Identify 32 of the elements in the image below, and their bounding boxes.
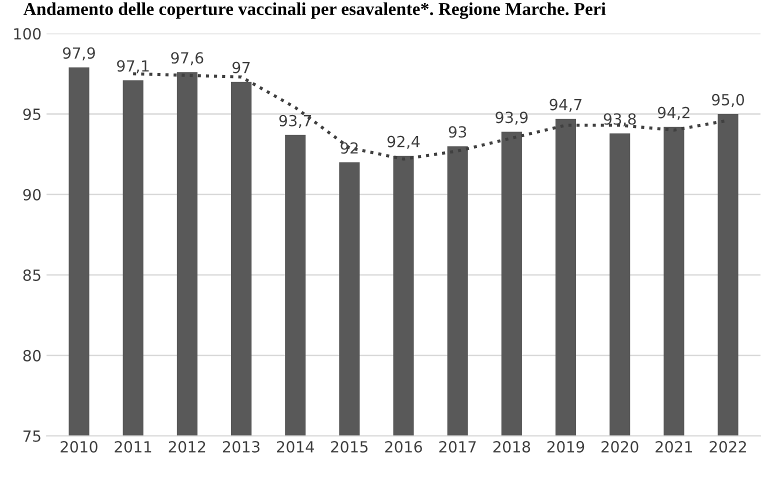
x-tick-label: 2015 <box>331 441 368 453</box>
x-tick-label: 2014 <box>277 441 314 453</box>
x-tick-label: 2020 <box>602 441 638 453</box>
data-label: 93,8 <box>604 113 636 126</box>
data-label: 93,7 <box>279 114 312 128</box>
x-tick-label: 2013 <box>222 441 260 453</box>
data-label: 92,4 <box>387 136 420 149</box>
y-tick-label: 100 <box>14 28 41 40</box>
x-tick-label: 2012 <box>168 441 206 453</box>
data-label: 97,1 <box>117 60 149 74</box>
data-label: 95,0 <box>712 94 744 108</box>
x-tick-label: 2018 <box>493 441 530 453</box>
x-tick-label: 2011 <box>114 441 152 453</box>
y-tick-label: 95 <box>23 108 40 120</box>
chart-title: Andamento delle coperture vaccinali per esavalente*. Regione Marche. Peri <box>23 2 606 19</box>
x-tick-label: 2016 <box>385 441 422 453</box>
x-tick-label: 2022 <box>710 441 746 453</box>
x-tick-label: 2019 <box>547 441 584 453</box>
x-tick-label: 2010 <box>60 441 98 453</box>
x-tick-label: 2021 <box>656 441 692 453</box>
y-tick-label: 85 <box>23 269 40 281</box>
data-label: 93 <box>448 126 466 138</box>
data-label: 94,2 <box>658 106 690 120</box>
data-label: 94,7 <box>550 98 582 112</box>
data-label: 97 <box>232 62 250 74</box>
data-label: 97,9 <box>62 47 95 60</box>
y-tick-label: 80 <box>23 350 41 362</box>
x-tick-label: 2017 <box>439 441 476 453</box>
data-label: 93,9 <box>496 112 528 125</box>
y-tick-label: 75 <box>24 430 40 442</box>
y-tick-label: 90 <box>23 188 41 200</box>
data-label: 97,6 <box>171 52 204 66</box>
